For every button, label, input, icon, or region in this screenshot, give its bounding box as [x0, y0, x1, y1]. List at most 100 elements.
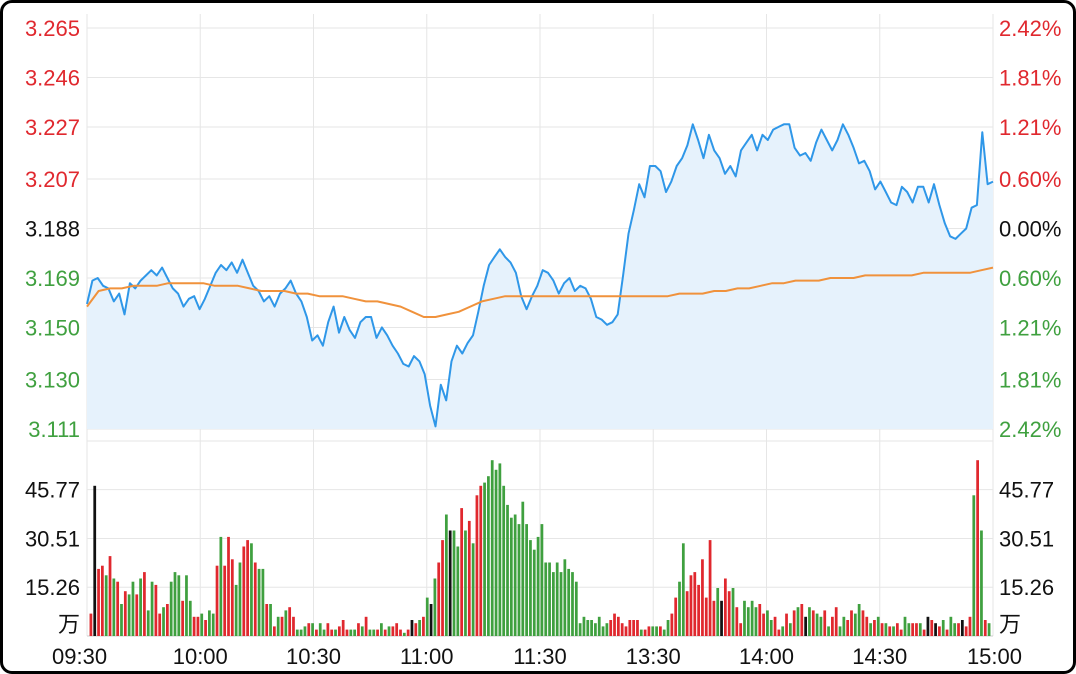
volume-bar: [104, 575, 108, 636]
volume-bar: [460, 508, 464, 636]
volume-bar: [903, 616, 907, 636]
volume-bar: [972, 495, 976, 636]
time-tick-label: 10:00: [173, 644, 228, 669]
volume-bar: [494, 469, 498, 636]
volume-bar: [540, 524, 544, 636]
volume-bar: [452, 530, 456, 636]
volume-bar: [987, 623, 991, 636]
volume-bar: [230, 559, 234, 636]
volume-bar: [723, 578, 727, 636]
volume-bar: [521, 501, 525, 636]
volume-bar: [276, 616, 280, 636]
volume-bar: [360, 626, 364, 636]
volume-bar: [425, 597, 429, 636]
volume-bar: [743, 600, 746, 636]
time-tick-label: 13:30: [626, 644, 681, 669]
volume-bar: [670, 613, 674, 636]
volume-bar: [697, 584, 700, 636]
volume-bar: [888, 626, 892, 636]
volume-bar: [112, 578, 116, 636]
volume-bar: [154, 584, 158, 636]
volume-bar: [846, 620, 850, 636]
volume-bar: [796, 607, 800, 636]
volume-bar: [976, 460, 979, 636]
volume-bar: [238, 562, 242, 636]
volume-bar: [253, 562, 257, 636]
volume-bar: [246, 540, 249, 636]
volume-bar: [781, 626, 785, 636]
volume-bar: [960, 620, 964, 636]
volume-bar: [414, 623, 418, 636]
volume-bar: [215, 565, 219, 636]
volume-bar: [345, 629, 349, 636]
volume-tick-label: 45.77: [25, 478, 80, 503]
volume-bar: [559, 572, 563, 636]
percent-tick-label: 2.42%: [999, 16, 1061, 41]
volume-unit-label: 万: [58, 612, 80, 637]
price-tick-label: 3.188: [25, 217, 80, 242]
volume-bar: [433, 578, 437, 636]
volume-bar: [811, 610, 815, 636]
volume-bar: [177, 575, 181, 636]
volume-bar: [704, 597, 708, 636]
volume-bar: [123, 591, 127, 636]
volume-bar: [368, 629, 372, 636]
volume-bar: [536, 536, 540, 636]
volume-bar: [674, 597, 678, 636]
volume-bar: [720, 600, 723, 636]
volume-bar: [689, 575, 693, 636]
volume-bar: [391, 626, 395, 636]
volume-bar: [739, 623, 743, 636]
volume-bar: [127, 594, 131, 636]
volume-bar: [628, 620, 632, 636]
percent-tick-label: 2.42%: [999, 417, 1061, 442]
volume-bar: [750, 600, 754, 636]
volume-bar: [865, 616, 869, 636]
volume-bar: [842, 616, 846, 636]
volume-bar: [788, 623, 792, 636]
volume-bar: [571, 572, 574, 636]
volume-bar: [731, 588, 735, 636]
volume-bar: [353, 629, 357, 636]
volume-tick-label-right: 45.77: [999, 478, 1054, 503]
volume-bar: [326, 623, 330, 636]
volume-bar: [116, 581, 120, 636]
volume-bar: [196, 616, 200, 636]
volume-bar: [509, 517, 513, 636]
volume-bar: [97, 568, 100, 636]
volume-bar: [827, 626, 830, 636]
volume-bar: [467, 520, 471, 636]
volume-bar: [624, 626, 628, 636]
volume-bar: [712, 600, 716, 636]
volume-bar: [181, 600, 185, 636]
volume-bar: [307, 623, 311, 636]
volume-bar: [907, 623, 911, 636]
volume-bar: [204, 620, 207, 636]
volume-bar: [895, 623, 899, 636]
volume-bar: [219, 536, 223, 636]
volume-bar: [693, 572, 697, 636]
volume-bar: [299, 629, 303, 636]
volume-bar: [89, 613, 93, 636]
volume-bar: [964, 626, 968, 636]
volume-bar: [292, 616, 295, 636]
volume-bar: [911, 623, 915, 636]
volume-bar: [517, 524, 521, 636]
volume-bar: [364, 616, 368, 636]
volume-bar: [169, 581, 173, 636]
volume-bar: [746, 607, 750, 636]
volume-bar: [498, 463, 502, 636]
time-tick-label: 15:00: [967, 644, 1022, 669]
volume-bar: [983, 620, 987, 636]
volume-bar: [968, 616, 972, 636]
volume-bar: [957, 623, 960, 636]
volume-bar: [150, 581, 154, 636]
volume-bar: [288, 607, 292, 636]
volume-bar: [578, 623, 582, 636]
volume-bar: [192, 616, 196, 636]
volume-bar: [441, 540, 444, 636]
volume-bar: [502, 485, 506, 636]
time-tick-label: 14:00: [739, 644, 794, 669]
price-tick-label: 3.169: [25, 266, 80, 291]
volume-bar: [605, 623, 609, 636]
